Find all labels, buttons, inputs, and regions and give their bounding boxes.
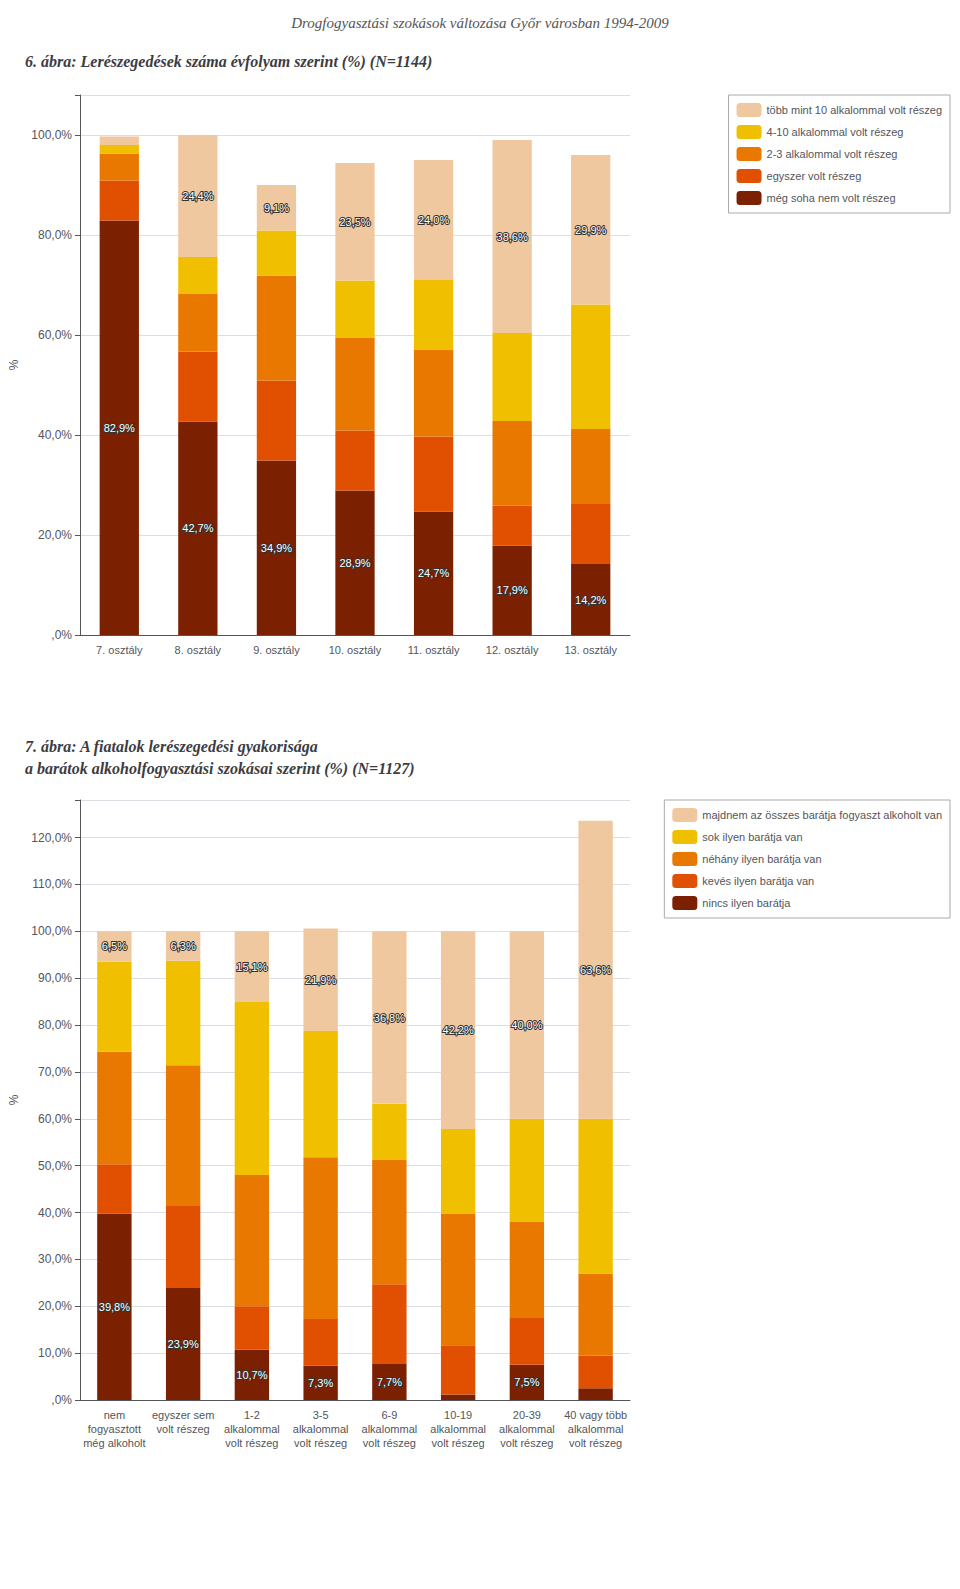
svg-text:volt részeg: volt részeg: [363, 1437, 416, 1449]
svg-text:42,7%: 42,7%: [182, 522, 213, 534]
svg-text:24,0%: 24,0%: [418, 214, 449, 226]
svg-text:alkalommal: alkalommal: [568, 1423, 624, 1435]
svg-text:7,7%: 7,7%: [377, 1376, 402, 1388]
svg-text:13. osztály: 13. osztály: [564, 644, 617, 656]
svg-text:15,1%: 15,1%: [236, 961, 267, 973]
svg-text:nincs ilyen barátja: nincs ilyen barátja: [702, 897, 791, 909]
svg-text:egyszer volt részeg: egyszer volt részeg: [767, 170, 862, 182]
svg-text:majdnem az összes barátja fogy: majdnem az összes barátja fogyaszt alkoh…: [702, 809, 942, 821]
svg-text:6,3%: 6,3%: [171, 940, 196, 952]
svg-text:24,7%: 24,7%: [418, 567, 449, 579]
svg-text:10,0%: 10,0%: [38, 1346, 72, 1360]
svg-text:több mint 10 alkalommal volt r: több mint 10 alkalommal volt részeg: [767, 104, 942, 116]
svg-text:1-2: 1-2: [244, 1409, 260, 1421]
svg-text:100,0%: 100,0%: [31, 128, 72, 142]
svg-text:8. osztály: 8. osztály: [175, 644, 222, 656]
svg-text:3-5: 3-5: [313, 1409, 329, 1421]
svg-text:12. osztály: 12. osztály: [486, 644, 539, 656]
svg-text:6. ábra: Lerészegedések száma: 6. ábra: Lerészegedések száma évfolyam s…: [25, 53, 432, 71]
svg-text:volt részeg: volt részeg: [432, 1437, 485, 1449]
svg-text:10-19: 10-19: [444, 1409, 472, 1421]
svg-text:40,0%: 40,0%: [511, 1019, 542, 1031]
svg-text:100,0%: 100,0%: [31, 924, 72, 938]
svg-text:Drogfogyasztási szokások válto: Drogfogyasztási szokások változása Győr …: [290, 15, 669, 31]
svg-text:14,2%: 14,2%: [575, 594, 606, 606]
svg-text:20-39: 20-39: [513, 1409, 541, 1421]
svg-text:fogyasztott: fogyasztott: [88, 1423, 141, 1435]
svg-text:120,0%: 120,0%: [31, 831, 72, 845]
svg-text:néhány ilyen barátja van: néhány ilyen barátja van: [702, 853, 821, 865]
svg-text:%: %: [7, 359, 21, 370]
svg-text:6-9: 6-9: [381, 1409, 397, 1421]
svg-text:21,9%: 21,9%: [305, 974, 336, 986]
svg-text:60,0%: 60,0%: [38, 328, 72, 342]
svg-text:alkalommal: alkalommal: [499, 1423, 555, 1435]
svg-text:6,5%: 6,5%: [102, 940, 127, 952]
svg-text:50,0%: 50,0%: [38, 1159, 72, 1173]
svg-text:7,5%: 7,5%: [514, 1376, 539, 1388]
svg-text:36,8%: 36,8%: [374, 1012, 405, 1024]
svg-text:82,9%: 82,9%: [104, 422, 135, 434]
svg-text:,0%: ,0%: [51, 1393, 72, 1407]
svg-text:volt részeg: volt részeg: [500, 1437, 553, 1449]
svg-text:alkalommal: alkalommal: [362, 1423, 418, 1435]
svg-text:7. ábra: A fiatalok lerészeged: 7. ábra: A fiatalok lerészegedési gyakor…: [25, 738, 318, 756]
svg-text:10. osztály: 10. osztály: [329, 644, 382, 656]
svg-text:40 vagy több: 40 vagy több: [564, 1409, 627, 1421]
svg-text:nem: nem: [104, 1409, 125, 1421]
svg-text:alkalommal: alkalommal: [224, 1423, 280, 1435]
svg-text:38,6%: 38,6%: [497, 231, 528, 243]
svg-text:30,0%: 30,0%: [38, 1252, 72, 1266]
svg-text:39,8%: 39,8%: [99, 1301, 130, 1313]
svg-text:,0%: ,0%: [51, 628, 72, 642]
svg-text:volt részeg: volt részeg: [157, 1423, 210, 1435]
svg-text:alkalommal: alkalommal: [293, 1423, 349, 1435]
svg-text:volt részeg: volt részeg: [294, 1437, 347, 1449]
svg-text:40,0%: 40,0%: [38, 428, 72, 442]
svg-text:%: %: [7, 1094, 21, 1105]
svg-text:110,0%: 110,0%: [32, 877, 72, 891]
svg-text:9. osztály: 9. osztály: [253, 644, 300, 656]
svg-text:9,1%: 9,1%: [264, 202, 289, 214]
svg-text:80,0%: 80,0%: [38, 1018, 72, 1032]
svg-text:2-3 alkalommal volt részeg: 2-3 alkalommal volt részeg: [767, 148, 898, 160]
svg-text:23,9%: 23,9%: [168, 1338, 199, 1350]
svg-text:10,7%: 10,7%: [236, 1369, 267, 1381]
svg-text:63,6%: 63,6%: [580, 964, 611, 976]
svg-text:42,2%: 42,2%: [443, 1024, 474, 1036]
svg-text:még soha nem volt részeg: még soha nem volt részeg: [767, 192, 896, 204]
svg-text:7,3%: 7,3%: [308, 1377, 333, 1389]
svg-text:20,0%: 20,0%: [38, 1299, 72, 1313]
svg-text:még alkoholt: még alkoholt: [83, 1437, 145, 1449]
svg-text:29,9%: 29,9%: [575, 224, 606, 236]
svg-text:a barátok alkoholfogyasztási s: a barátok alkoholfogyasztási szokásai sz…: [25, 760, 415, 778]
svg-text:alkalommal: alkalommal: [430, 1423, 486, 1435]
svg-text:34,9%: 34,9%: [261, 542, 292, 554]
svg-text:egyszer sem: egyszer sem: [152, 1409, 214, 1421]
svg-text:28,9%: 28,9%: [339, 557, 370, 569]
svg-text:24,4%: 24,4%: [182, 190, 213, 202]
svg-text:90,0%: 90,0%: [38, 971, 72, 985]
svg-text:sok ilyen barátja van: sok ilyen barátja van: [702, 831, 802, 843]
svg-text:40,0%: 40,0%: [38, 1206, 72, 1220]
svg-text:70,0%: 70,0%: [38, 1065, 72, 1079]
svg-text:4-10 alkalommal volt részeg: 4-10 alkalommal volt részeg: [767, 126, 904, 138]
svg-text:volt részeg: volt részeg: [569, 1437, 622, 1449]
svg-text:kevés ilyen barátja van: kevés ilyen barátja van: [702, 875, 814, 887]
svg-text:volt részeg: volt részeg: [225, 1437, 278, 1449]
svg-text:80,0%: 80,0%: [38, 228, 72, 242]
svg-text:20,0%: 20,0%: [38, 528, 72, 542]
svg-text:17,9%: 17,9%: [497, 584, 528, 596]
svg-text:7. osztály: 7. osztály: [96, 644, 143, 656]
svg-text:60,0%: 60,0%: [38, 1112, 72, 1126]
svg-text:23,5%: 23,5%: [339, 216, 370, 228]
svg-text:11. osztály: 11. osztály: [408, 644, 460, 656]
